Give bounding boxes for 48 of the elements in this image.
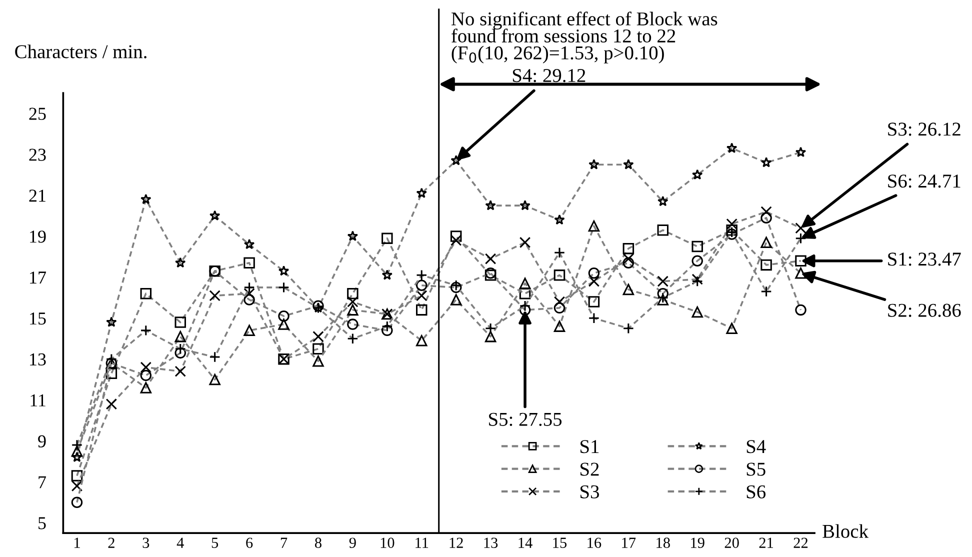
x-tick-label: 21 [759, 538, 774, 548]
x-axis-title: Block [822, 524, 868, 538]
x-tick-label: 19 [691, 538, 704, 548]
y-tick-label: 5 [38, 517, 46, 530]
x-tick-label: 9 [349, 538, 356, 548]
x-tick-label: 1 [74, 538, 80, 548]
legend-label: S3 [580, 485, 599, 498]
x-tick-label: 12 [450, 538, 463, 548]
y-tick-label: 7 [38, 476, 46, 488]
x-tick-label: 15 [553, 538, 567, 548]
annotation: S2: 26.86 [888, 304, 961, 317]
y-tick-label: 13 [30, 353, 46, 366]
x-tick-label: 8 [314, 538, 322, 548]
x-tick-label: 2 [108, 538, 114, 548]
annotation: S3: 26.12 [888, 122, 960, 136]
legend-label: S5 [746, 462, 766, 476]
x-tick-label: 17 [622, 538, 636, 548]
y-tick-label: 17 [30, 272, 46, 284]
y-tick-label: 9 [38, 435, 46, 448]
y-tick-label: 11 [30, 394, 46, 406]
annotation: S5: 27.55 [489, 412, 562, 426]
x-tick-label: 13 [484, 538, 498, 548]
x-tick-label: 3 [142, 538, 150, 548]
x-tick-label: 14 [518, 538, 532, 548]
x-tick-label: 20 [724, 538, 739, 548]
x-tick-label: 7 [280, 538, 288, 548]
legend-label: S2 [580, 462, 599, 476]
y-tick-label: 25 [29, 108, 46, 120]
annotation: S1: 23.47 [888, 252, 961, 266]
x-tick-label: 10 [380, 538, 394, 548]
y-tick-label: 21 [29, 190, 46, 202]
x-tick-label: 16 [588, 538, 602, 548]
legend-label: S1 [580, 440, 599, 454]
x-tick-label: 18 [656, 538, 670, 548]
x-tick-label: 11 [416, 538, 428, 548]
x-tick-label: 5 [212, 538, 218, 548]
y-tick-label: 23 [29, 148, 46, 161]
y-tick-label: 19 [30, 230, 46, 243]
legend-label: S6 [746, 485, 766, 498]
annotation: S6: 24.71 [888, 174, 960, 188]
y-tick-label: 15 [30, 312, 46, 325]
annotation: S4: 29.12 [512, 69, 586, 82]
x-tick-label: 6 [246, 538, 253, 548]
text: No significant effect of Block was found from sessions 12 to 22 (F$_{0}$(10, 262)=1.53, p>0.10) [451, 12, 718, 64]
x-tick-label: 22 [794, 538, 808, 548]
legend-label: S4 [746, 440, 766, 454]
x-tick-label: 4 [176, 538, 184, 548]
y-axis-title: Characters / min. [15, 44, 146, 58]
